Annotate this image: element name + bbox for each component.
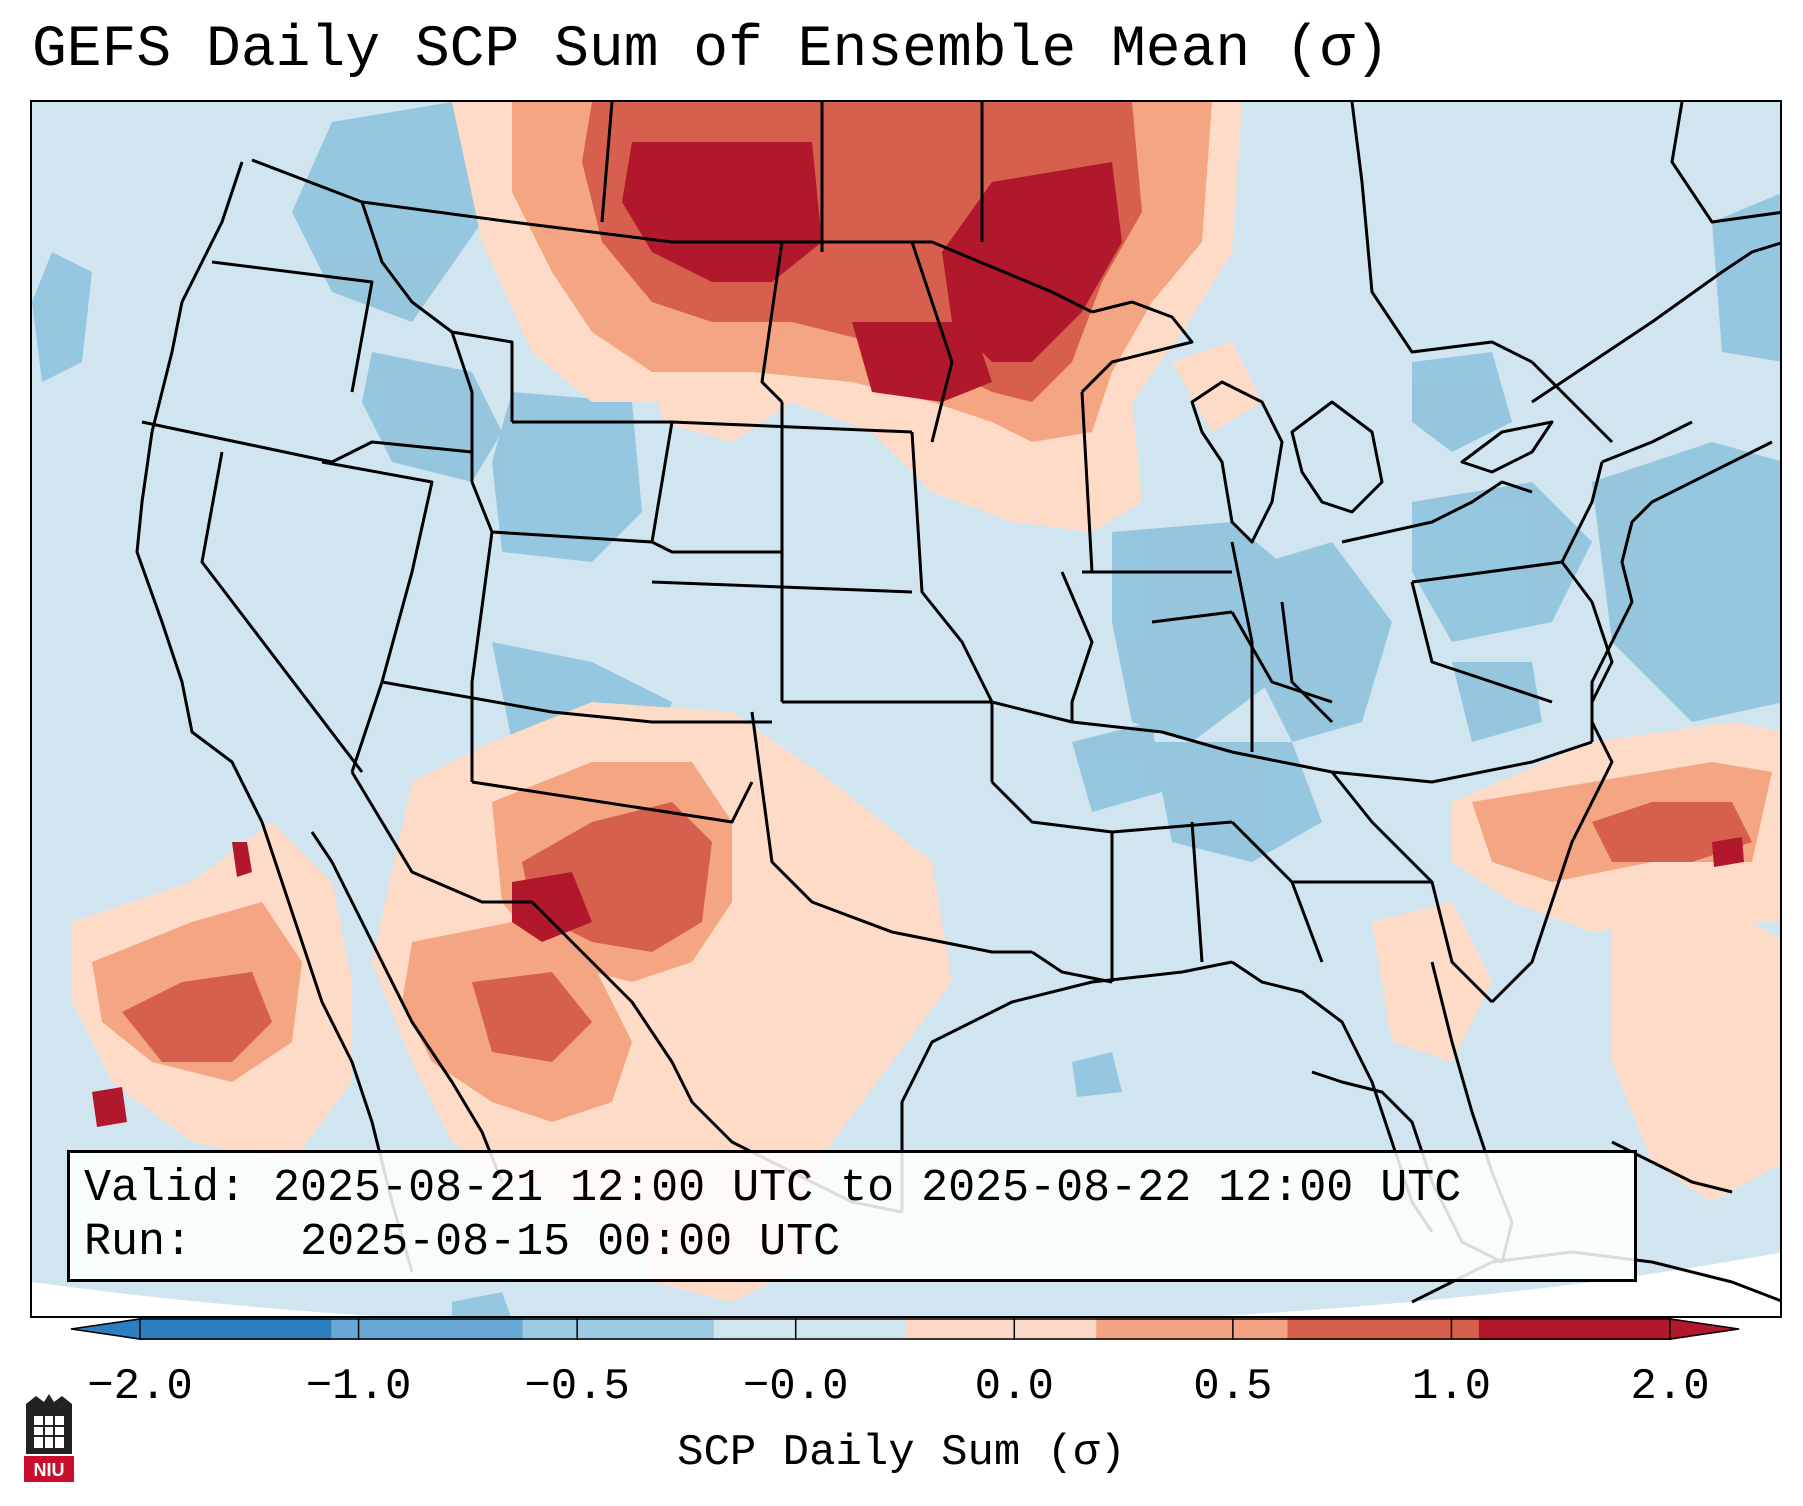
map-panel (30, 100, 1782, 1318)
colorbar-tick-label: −2.0 (87, 1362, 193, 1412)
valid-value: 2025-08-21 12:00 UTC to 2025-08-22 12:00… (273, 1163, 1462, 1214)
colorbar-tick-label: −0.0 (742, 1362, 849, 1412)
run-label: Run: (84, 1217, 193, 1268)
valid-row: Valid: 2025-08-21 12:00 UTC to 2025-08-2… (84, 1162, 1634, 1216)
colorbar-tick-label: −0.5 (524, 1362, 630, 1412)
run-row: Run: 2025-08-15 00:00 UTC (84, 1216, 1634, 1270)
colorbar-extend-min (70, 1318, 140, 1340)
plot-title: GEFS Daily SCP Sum of Ensemble Mean (σ) (32, 18, 1390, 83)
niu-logo: NIU (24, 1394, 74, 1482)
colorbar-tick-label: 0.5 (1193, 1362, 1273, 1412)
colorbar-segment (1287, 1318, 1480, 1340)
colorbar-tick-label: 2.0 (1630, 1362, 1710, 1412)
run-value: 2025-08-15 00:00 UTC (300, 1217, 841, 1268)
colorbar-segment (905, 1318, 1097, 1340)
colorbar (70, 1318, 1740, 1340)
projection-edge (32, 1252, 1780, 1316)
colorbar-tick-label: −1.0 (305, 1362, 412, 1412)
valid-label: Valid: (84, 1163, 247, 1214)
map-canvas (32, 102, 1780, 1316)
logo-text: NIU (34, 1460, 65, 1480)
map-borders (135, 102, 1780, 1304)
colorbar-segment (1096, 1318, 1288, 1340)
colorbar-segment (522, 1318, 715, 1340)
colorbar-label: SCP Daily Sum (σ) (677, 1428, 1126, 1478)
colorbar-segment (1478, 1318, 1671, 1340)
colorbar-extend-max (1670, 1318, 1740, 1340)
colorbar-segment (140, 1318, 332, 1340)
colorbar-tick-label: 0.0 (974, 1362, 1054, 1412)
colorbar-segment (713, 1318, 906, 1340)
validity-info-box: Valid: 2025-08-21 12:00 UTC to 2025-08-2… (67, 1150, 1637, 1282)
colorbar-segment (331, 1318, 523, 1340)
colorbar-tick-label: 1.0 (1411, 1362, 1492, 1412)
anomaly-positive-extreme (92, 142, 1744, 1127)
